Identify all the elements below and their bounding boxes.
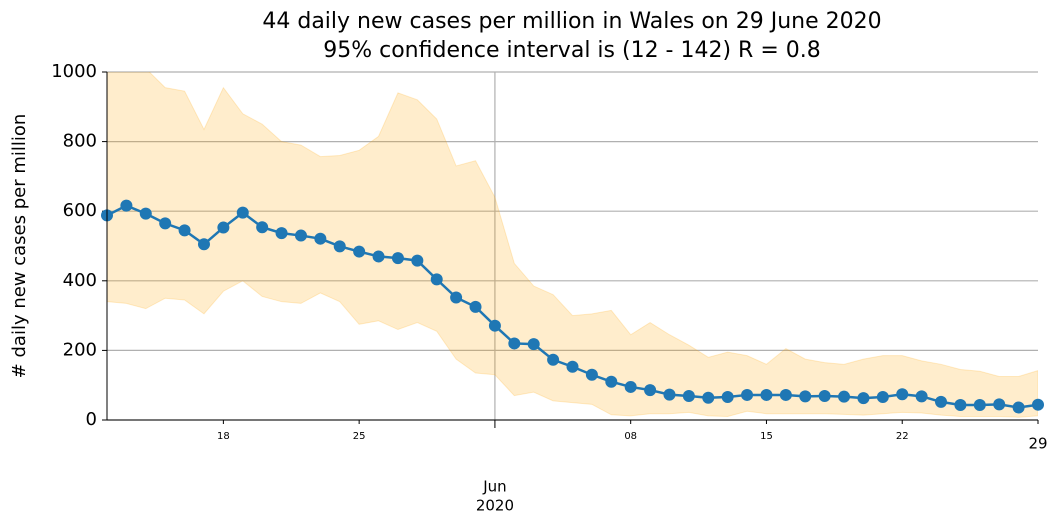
- data-point: [488, 319, 501, 332]
- x-tick-label: 08: [624, 431, 637, 442]
- data-point: [275, 227, 288, 240]
- x-major-tick-label: Jun: [482, 478, 506, 496]
- data-point: [605, 375, 618, 388]
- data-point: [197, 238, 210, 251]
- data-point: [256, 221, 269, 234]
- y-tick-label: 800: [63, 131, 97, 152]
- data-point: [702, 391, 715, 404]
- data-point: [954, 399, 967, 412]
- y-tick-label: 1000: [51, 61, 97, 82]
- chart-title: 44 daily new cases per million in Wales …: [262, 9, 881, 34]
- data-point: [391, 252, 404, 265]
- data-point: [508, 337, 521, 350]
- data-point: [799, 390, 812, 403]
- x-tick-label: 29: [1028, 435, 1047, 453]
- data-point: [217, 221, 230, 234]
- data-point: [876, 391, 889, 404]
- x-tick-label: 22: [896, 431, 909, 442]
- y-tick-label: 0: [86, 409, 97, 430]
- data-point: [721, 391, 734, 404]
- data-point: [139, 207, 152, 220]
- confidence-band: [107, 72, 1038, 418]
- data-point: [682, 389, 695, 402]
- data-point: [120, 199, 133, 212]
- x-major-tick-label: 2020: [476, 497, 514, 513]
- data-point: [993, 398, 1006, 411]
- data-point: [1032, 398, 1044, 411]
- y-tick-label: 600: [63, 200, 97, 221]
- data-point: [585, 368, 598, 381]
- data-point: [469, 300, 482, 313]
- data-point: [818, 389, 831, 402]
- data-point: [411, 254, 424, 267]
- y-tick-label: 400: [63, 270, 97, 291]
- data-point: [838, 390, 851, 403]
- data-point: [353, 245, 366, 258]
- data-point: [430, 273, 443, 286]
- data-point: [779, 388, 792, 401]
- y-tick-label: 200: [63, 339, 97, 360]
- x-tick-label: 25: [353, 431, 366, 442]
- data-point: [566, 360, 579, 373]
- data-point: [896, 388, 909, 401]
- data-point: [935, 395, 948, 408]
- data-point: [973, 399, 986, 412]
- data-point: [294, 229, 307, 242]
- data-point: [236, 206, 249, 219]
- data-point: [314, 232, 327, 245]
- data-point: [527, 338, 540, 351]
- data-point: [624, 380, 637, 393]
- chart-subtitle: 95% confidence interval is (12 - 142) R …: [323, 38, 821, 63]
- x-tick-label: 15: [760, 431, 773, 442]
- data-point: [450, 291, 463, 304]
- data-point: [915, 390, 928, 403]
- x-tick-label: 18: [217, 431, 230, 442]
- data-point: [663, 388, 676, 401]
- data-point: [547, 353, 560, 366]
- data-point: [857, 392, 870, 405]
- data-point: [1012, 401, 1025, 414]
- data-point: [760, 388, 773, 401]
- data-point: [178, 224, 191, 237]
- data-point: [741, 388, 754, 401]
- data-point: [159, 217, 172, 230]
- data-point: [333, 240, 346, 253]
- data-point: [372, 250, 385, 263]
- y-axis-label: # daily new cases per million: [9, 114, 30, 379]
- data-point: [644, 384, 657, 397]
